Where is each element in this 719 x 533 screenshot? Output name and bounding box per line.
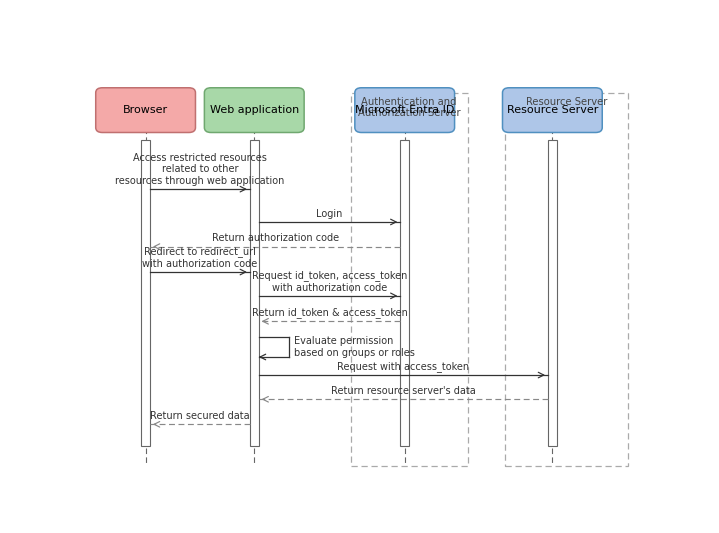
Text: Resource Server: Resource Server: [526, 97, 607, 107]
Text: Return secured data: Return secured data: [150, 411, 249, 421]
Text: Authentication and
Authorization Server: Authentication and Authorization Server: [358, 97, 460, 118]
Text: Redirect to redirect_url
with authorization code: Redirect to redirect_url with authorizat…: [142, 246, 257, 269]
Bar: [351, 93, 467, 466]
Text: Return id_token & access_token: Return id_token & access_token: [252, 307, 408, 318]
Bar: [400, 140, 409, 446]
Text: Access restricted resources
related to other
resources through web application: Access restricted resources related to o…: [115, 152, 285, 186]
Text: Request id_token, access_token
with authorization code: Request id_token, access_token with auth…: [252, 270, 407, 293]
Text: Return resource server's data: Return resource server's data: [331, 386, 476, 396]
Text: Request with access_token: Request with access_token: [337, 361, 470, 372]
Bar: [505, 93, 628, 466]
Text: Microsoft Entra ID: Microsoft Entra ID: [355, 105, 454, 115]
Text: Browser: Browser: [123, 105, 168, 115]
FancyBboxPatch shape: [355, 88, 454, 133]
Text: Login: Login: [316, 209, 343, 219]
Text: Resource Server: Resource Server: [507, 105, 598, 115]
Bar: [249, 140, 259, 446]
Text: Return authorization code: Return authorization code: [211, 233, 339, 243]
FancyBboxPatch shape: [204, 88, 304, 133]
Text: Web application: Web application: [210, 105, 299, 115]
Bar: [141, 140, 150, 446]
FancyBboxPatch shape: [96, 88, 196, 133]
Text: Evaluate permission
based on groups or roles: Evaluate permission based on groups or r…: [294, 336, 415, 358]
Bar: [548, 140, 557, 446]
FancyBboxPatch shape: [503, 88, 603, 133]
